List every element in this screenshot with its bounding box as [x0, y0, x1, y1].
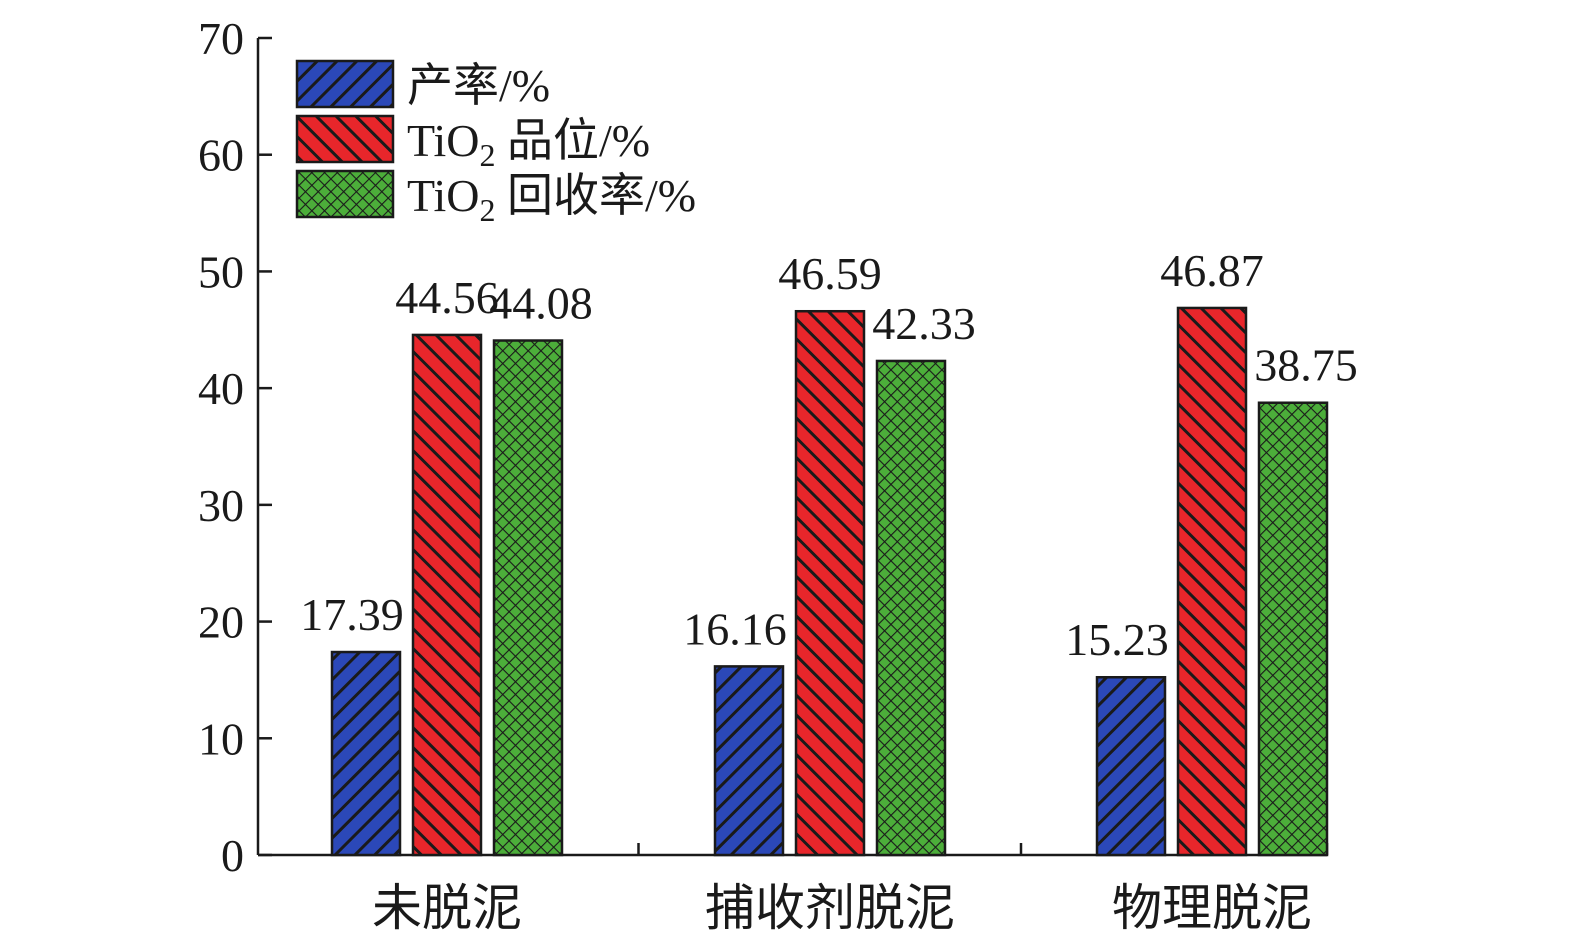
bar — [411, 333, 483, 857]
bar — [1095, 675, 1167, 857]
axes: 0 10 20 30 40 50 60 70 未脱泥 捕收剂脱泥 物理脱泥 — [198, 13, 1329, 936]
data-label: 42.33 — [872, 298, 976, 349]
x-tick-label: 物理脱泥 — [1112, 880, 1312, 936]
data-label: 46.87 — [1160, 245, 1264, 296]
legend-item: TiO2 品位/% — [295, 114, 650, 173]
bars — [330, 306, 1329, 857]
data-labels: 17.39 16.16 15.23 44.56 46.59 46.87 44.08 42.33… — [300, 245, 1358, 665]
x-tick-label: 未脱泥 — [372, 880, 522, 936]
bar — [330, 650, 402, 857]
legend-swatch — [295, 169, 395, 219]
legend-item: 产率/% — [295, 59, 550, 111]
data-label: 16.16 — [683, 603, 787, 654]
data-label: 17.39 — [300, 589, 404, 640]
bar — [794, 309, 866, 857]
y-tick-label: 70 — [198, 13, 244, 64]
legend: 产率/%TiO2 品位/%TiO2 回收率/% — [295, 59, 696, 228]
y-tick-label: 20 — [198, 597, 244, 648]
y-tick-label: 40 — [198, 363, 244, 414]
data-label: 44.56 — [395, 272, 499, 323]
legend-label: TiO2 品位/% — [407, 115, 650, 173]
legend-swatch — [295, 59, 395, 109]
y-tick-label: 10 — [198, 713, 244, 764]
bar — [875, 359, 947, 857]
y-tick-label: 50 — [198, 246, 244, 297]
legend-label: 产率/% — [407, 60, 550, 111]
data-label: 15.23 — [1065, 614, 1169, 665]
bar — [1176, 306, 1248, 857]
bar — [713, 665, 785, 857]
y-tick-label: 60 — [198, 130, 244, 181]
y-tick-label: 0 — [221, 830, 244, 881]
legend-item: TiO2 回收率/% — [295, 169, 696, 228]
bar — [492, 339, 564, 857]
y-tick-label: 30 — [198, 480, 244, 531]
legend-label: TiO2 回收率/% — [407, 170, 696, 228]
legend-swatch — [295, 114, 395, 164]
x-tick-label: 捕收剂脱泥 — [705, 880, 955, 936]
data-label: 46.59 — [778, 248, 882, 299]
data-label: 38.75 — [1254, 340, 1358, 391]
bar — [1257, 401, 1329, 857]
data-label: 44.08 — [489, 278, 593, 329]
